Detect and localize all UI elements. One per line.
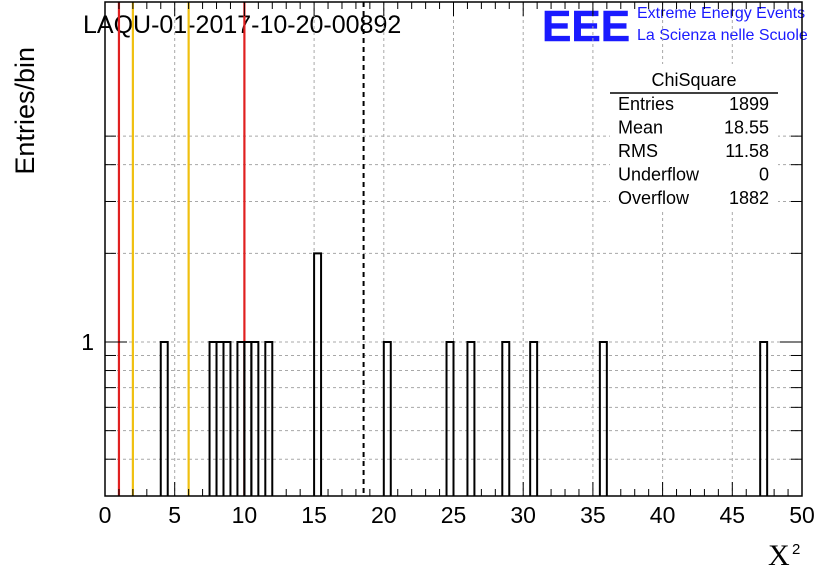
x-tick-label: 5: [168, 502, 181, 528]
stats-value: 0: [759, 165, 769, 185]
x-axis-label-main: X: [768, 539, 790, 572]
x-axis-label: X 2: [768, 539, 800, 572]
eee-logo: EEE Extreme Energy Events La Scienza nel…: [542, 2, 808, 52]
x-tick-label: 40: [650, 502, 676, 528]
stats-title: ChiSquare: [651, 70, 736, 90]
histogram-bin: [208, 341, 218, 496]
histogram-bin: [445, 341, 455, 496]
stats-label: Mean: [618, 118, 663, 138]
histogram-bin: [250, 341, 260, 496]
stats-label: Entries: [618, 94, 674, 114]
logo-line2: La Scienza nelle Scuole: [637, 27, 808, 44]
y-tick-label: 1: [81, 329, 94, 355]
histogram-bin: [759, 341, 769, 496]
x-tick-label: 50: [789, 502, 815, 528]
histogram-bin: [215, 341, 225, 496]
x-tick-label: 45: [720, 502, 746, 528]
reference-lines: [117, 2, 365, 496]
logo-mark: EEE: [542, 2, 630, 51]
x-tick-label: 30: [510, 502, 536, 528]
stats-value: 1899: [729, 94, 769, 114]
stats-value: 11.58: [725, 141, 769, 161]
stats-value: 1882: [729, 188, 769, 208]
histogram-bin: [598, 341, 608, 496]
stats-rows: Entries 1899 Mean 18.55 RMS 11.58 Underflow 0 Ov…: [618, 94, 769, 208]
stats-box-background: [610, 64, 778, 211]
histogram-bin: [159, 341, 169, 496]
stats-value: 18.55: [724, 118, 769, 138]
histogram-bins: [159, 252, 769, 496]
histogram-bin: [466, 341, 476, 496]
histogram-bin: [529, 341, 539, 496]
histogram-bin: [222, 341, 232, 496]
y-axis-label: Entries/bin: [10, 47, 40, 175]
stats-box: ChiSquare Entries 1899 Mean 18.55 RMS 11.58 Un…: [610, 64, 778, 211]
x-axis-label-sup: 2: [792, 541, 800, 558]
x-tick-label: 0: [99, 502, 112, 528]
logo-line1: Extreme Energy Events: [637, 5, 805, 22]
histogram-bin: [382, 341, 392, 496]
x-tick-label: 10: [232, 502, 258, 528]
stats-label: Underflow: [618, 165, 700, 185]
x-tick-label: 35: [580, 502, 606, 528]
stats-label: RMS: [618, 141, 658, 161]
histogram-bin: [313, 252, 323, 496]
x-tick-label: 15: [301, 502, 327, 528]
histogram-bin: [501, 341, 511, 496]
stats-label: Overflow: [618, 188, 690, 208]
histogram-bin: [264, 341, 274, 496]
axes: 0 5 10 15 20 25 30 35 40 45 50 1: [81, 1, 815, 528]
chart-title: LAQU-01-2017-10-20-00892: [83, 11, 401, 39]
x-tick-label: 25: [441, 502, 467, 528]
x-tick-label: 20: [371, 502, 397, 528]
